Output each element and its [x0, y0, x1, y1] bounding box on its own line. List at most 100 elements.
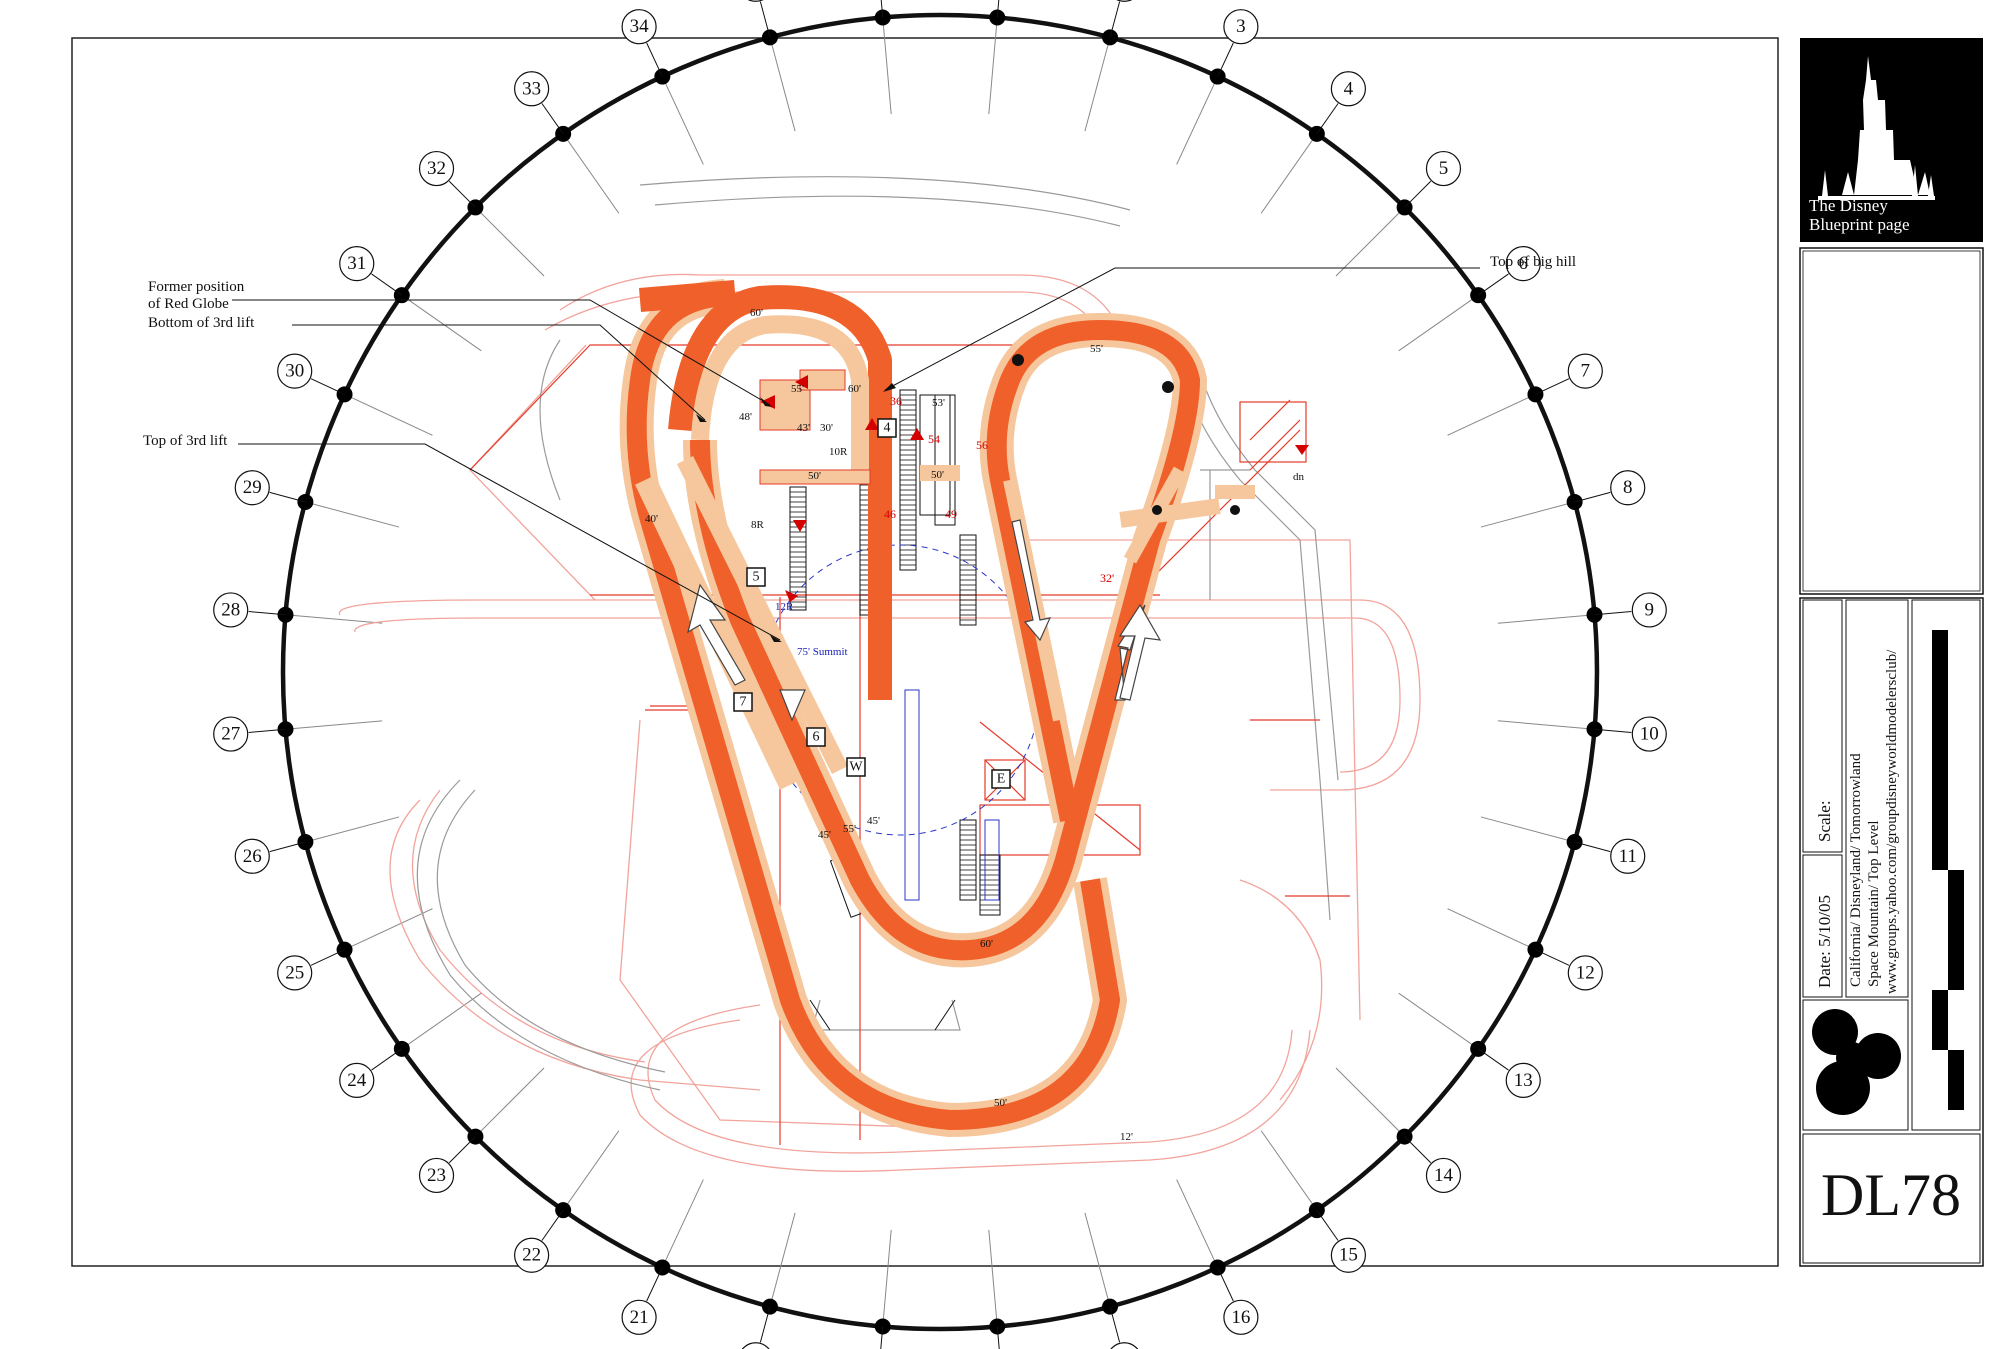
top-third-lift-callout: Top of 3rd lift	[143, 433, 228, 449]
logo-title-line2: Blueprint page	[1809, 215, 1910, 234]
radial-spoke	[1498, 615, 1595, 623]
radial-spoke	[989, 1230, 997, 1327]
radial-spoke	[770, 37, 795, 131]
w-label: W	[849, 760, 863, 775]
column-number-28: 28	[221, 599, 240, 620]
drawing-code: DL78	[1821, 1162, 1961, 1228]
summit-label: 75' Summit	[797, 646, 848, 658]
radial-spoke	[305, 502, 399, 527]
column-number-30: 30	[285, 361, 304, 382]
description-line1: California/ Disneyland/ Tomorrowland	[1848, 753, 1864, 987]
column-leader	[372, 274, 402, 295]
radial-spoke	[662, 77, 703, 165]
height-55-low: 55'	[843, 823, 856, 835]
date-label: Date: 5/10/05	[1815, 895, 1834, 988]
radial-spoke	[1481, 817, 1575, 842]
radial-spoke	[1448, 909, 1536, 950]
height-55-right: 55'	[1090, 343, 1103, 355]
radial-spoke	[1085, 37, 1110, 131]
height-labels: 60' 60' 55' 55' 48' 43' 30' 50' 50' 53' …	[645, 307, 1305, 1143]
block-4-label: 4	[884, 421, 891, 436]
column-leader	[1317, 104, 1338, 134]
top-big-hill-callout: Top of big hill	[1490, 254, 1576, 270]
height-50-bottom: 50'	[994, 1097, 1007, 1109]
title-block: The Disney Blueprint page Scale: Date: 5…	[1800, 38, 1983, 1266]
column-leader	[1405, 181, 1431, 207]
column-leader	[311, 379, 345, 395]
height-48: 48'	[739, 411, 752, 423]
column-note-36: 36	[890, 394, 902, 408]
column-leader	[1218, 43, 1234, 77]
column-leader	[1535, 379, 1569, 395]
column-leader	[311, 950, 345, 966]
column-number-24: 24	[347, 1070, 367, 1091]
radial-spoke	[475, 1068, 544, 1137]
radial-spoke	[1399, 295, 1478, 351]
column-number-25: 25	[285, 962, 304, 983]
column-number-26: 26	[243, 846, 262, 867]
column-number-32: 32	[427, 158, 446, 179]
column-number-23: 23	[427, 1165, 446, 1186]
radial-spoke	[1448, 394, 1536, 435]
radial-spoke	[1336, 207, 1405, 276]
radial-spoke	[662, 1180, 703, 1268]
radial-spoke	[402, 993, 481, 1049]
column-note-54: 54	[928, 432, 940, 446]
column-note-46: 46	[884, 507, 896, 521]
down-label: dn	[1293, 471, 1305, 483]
column-leader	[1478, 274, 1508, 295]
column-leader	[1317, 1210, 1338, 1240]
column-leader	[1535, 950, 1569, 966]
column-number-10: 10	[1640, 724, 1659, 745]
column-leader	[647, 1267, 663, 1301]
column-number-29: 29	[243, 477, 262, 498]
column-number-13: 13	[1514, 1070, 1533, 1091]
radial-spoke	[1336, 1068, 1405, 1137]
notes-panel	[1800, 248, 1983, 594]
radial-spoke	[770, 1213, 795, 1307]
former-red-globe-callout-line1: Former position	[148, 279, 245, 295]
former-red-globe-callout-line2: of Red Globe	[148, 296, 229, 312]
column-leader	[1218, 1267, 1234, 1301]
column-markers: 1234567891011121314151617181920212223242…	[214, 0, 1667, 1349]
height-43: 43'	[797, 422, 810, 434]
radial-spoke	[883, 18, 891, 115]
height-60-top: 60'	[848, 383, 861, 395]
block-7-label: 7	[740, 695, 747, 710]
column-note-49: 49	[945, 507, 957, 521]
height-45-right: 45'	[867, 815, 880, 827]
column-leader	[647, 43, 663, 77]
radial-spoke	[1177, 1180, 1218, 1268]
coaster-track	[637, 292, 1190, 1120]
scale-label: Scale:	[1815, 800, 1834, 842]
radial-spoke	[286, 721, 383, 729]
radial-spoke	[1481, 502, 1575, 527]
column-number-3: 3	[1236, 16, 1246, 37]
height-12: 12'	[1120, 1131, 1133, 1143]
column-number-16: 16	[1231, 1307, 1250, 1328]
block-5-label: 5	[753, 570, 760, 585]
description-line3: www.groups.yahoo.com/groupdisneyworldmod…	[1884, 649, 1900, 994]
radial-spoke	[305, 817, 399, 842]
column-note-56: 56	[976, 438, 988, 452]
column-number-5: 5	[1439, 158, 1449, 179]
mickey-icon	[1812, 1009, 1901, 1115]
graphic-bar-scale	[1932, 630, 1964, 1110]
height-50-station: 50'	[808, 470, 821, 482]
column-leader	[542, 1210, 563, 1240]
radial-spoke	[563, 1131, 619, 1210]
column-number-8: 8	[1623, 477, 1633, 498]
column-number-bubble	[1107, 0, 1141, 1]
height-53: 53'	[932, 397, 945, 409]
column-leader	[372, 1049, 402, 1070]
height-55-inner: 55'	[791, 383, 804, 395]
column-number-7: 7	[1581, 361, 1591, 382]
radial-spoke	[1085, 1213, 1110, 1307]
radial-spoke	[563, 134, 619, 213]
radial-spoke	[402, 295, 481, 351]
e-label: E	[997, 772, 1006, 787]
height-60-bottom: 60'	[980, 938, 993, 950]
radial-spoke	[1399, 993, 1478, 1049]
column-leader	[449, 181, 475, 207]
